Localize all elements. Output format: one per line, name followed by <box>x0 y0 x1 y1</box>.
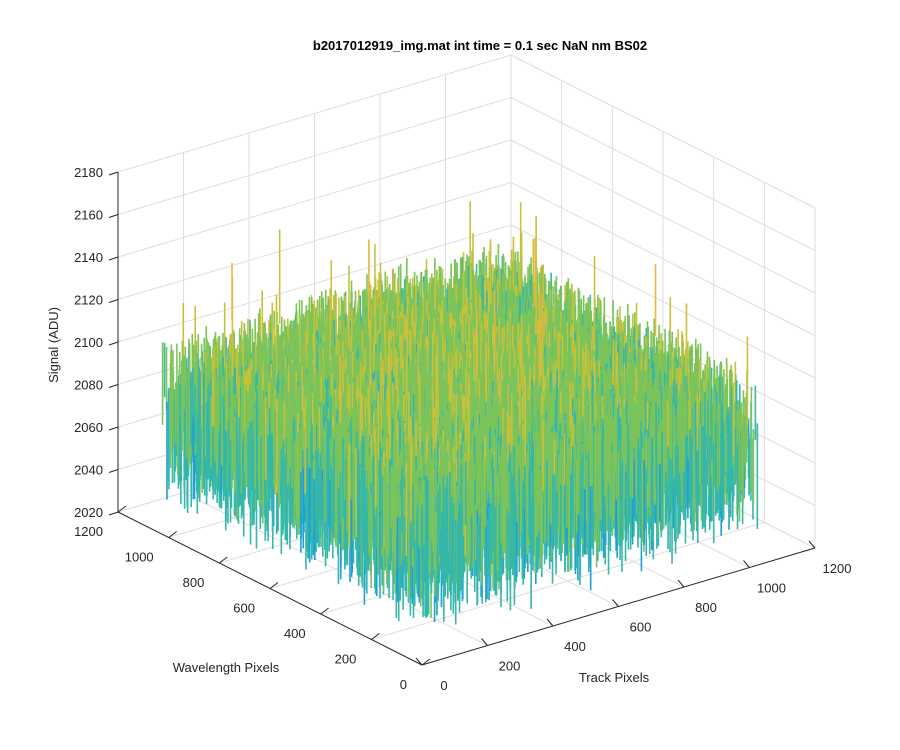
side-wall-grid-line <box>510 182 816 336</box>
back-wall-grid-line <box>117 182 512 300</box>
surface-plot <box>161 201 759 625</box>
side-wall-grid-line <box>510 97 816 251</box>
side-wall-grid-line <box>510 139 816 294</box>
side-wall-grid-line <box>510 54 816 209</box>
back-wall-grid-line <box>117 54 512 173</box>
back-wall-grid-line <box>117 97 512 215</box>
floor-grid-line <box>371 522 765 640</box>
side-wall-grid-line <box>510 224 816 379</box>
back-wall-grid-line <box>117 139 512 258</box>
